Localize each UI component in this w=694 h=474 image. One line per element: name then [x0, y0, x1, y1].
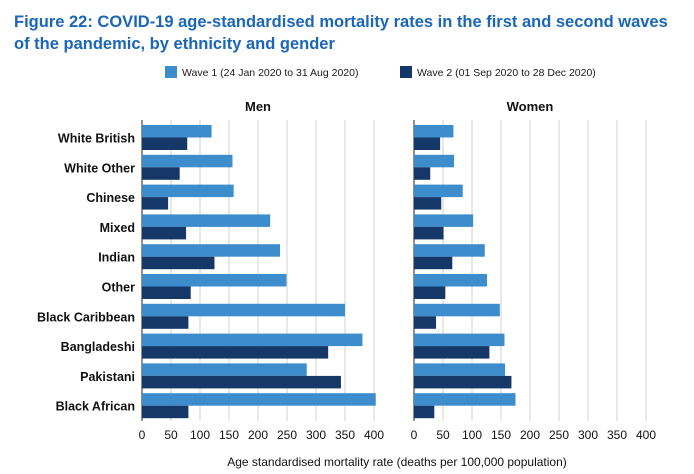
- category-label-white-other: White Other: [64, 161, 135, 175]
- x-tick-label: 350: [335, 428, 355, 442]
- x-tick-label: 0: [411, 428, 418, 442]
- x-tick-label: 300: [306, 428, 326, 442]
- x-tick-label: 400: [364, 428, 384, 442]
- category-label-chinese: Chinese: [86, 191, 135, 205]
- bar-men-wave-1-white-other: [142, 154, 233, 168]
- bar-men-wave-1-black-caribbean: [142, 303, 345, 317]
- bar-men-wave-1-other: [142, 274, 287, 287]
- x-tick-label: 100: [462, 428, 482, 442]
- bar-men-wave-2-other: [142, 286, 191, 299]
- bar-women-wave-1-other: [414, 274, 488, 287]
- bar-men-wave-2-mixed: [142, 226, 187, 240]
- legend: Wave 1 (24 Jan 2020 to 31 Aug 2020) Wave…: [165, 66, 596, 79]
- bar-women-wave-2-pakistani: [414, 375, 512, 389]
- bar-women-wave-1-white-other: [414, 154, 455, 168]
- legend-swatch-wave-1: [165, 66, 177, 78]
- x-tick-label: 250: [277, 428, 297, 442]
- x-tick-label: 350: [607, 428, 627, 442]
- bar-women-wave-1-black-african: [414, 393, 516, 406]
- category-label-black-caribbean: Black Caribbean: [37, 310, 135, 324]
- category-label-pakistani: Pakistani: [80, 370, 135, 384]
- bar-women-wave-2-black-african: [414, 405, 435, 419]
- bar-men-wave-1-chinese: [142, 184, 234, 198]
- bar-women-wave-2-black-caribbean: [414, 316, 437, 329]
- x-tick-label: 150: [491, 428, 511, 442]
- category-label-indian: Indian: [98, 251, 135, 265]
- x-tick-label: 400: [636, 428, 656, 442]
- x-tick-label: 150: [219, 428, 239, 442]
- bar-women-wave-1-black-caribbean: [414, 303, 500, 317]
- bar-men-wave-1-bangladeshi: [142, 333, 363, 347]
- bar-women-wave-2-other: [414, 286, 446, 299]
- panel-women: Women 0 50 100 150 200 250 300 350 400: [411, 99, 657, 442]
- x-tick-label: 200: [248, 428, 268, 442]
- panel-title-women: Women: [507, 99, 554, 114]
- x-tick-label: 250: [549, 428, 569, 442]
- bar-women-wave-1-chinese: [414, 184, 463, 198]
- chart-title-line-1: Figure 22: COVID-19 age-standardised mor…: [14, 13, 668, 31]
- x-axis-title: Age standardised mortality rate (deaths …: [227, 455, 567, 469]
- bar-women-wave-1-mixed: [414, 214, 474, 227]
- bar-men-wave-2-white-other: [142, 167, 180, 180]
- bar-women-wave-1-white-british: [414, 125, 454, 138]
- bar-men-wave-1-mixed: [142, 214, 271, 227]
- bar-men-wave-2-pakistani: [142, 375, 341, 389]
- bar-men-wave-1-pakistani: [142, 363, 307, 376]
- category-label-other: Other: [102, 281, 135, 295]
- bar-men-wave-2-white-british: [142, 137, 188, 150]
- bar-men-wave-1-black-african: [142, 393, 376, 406]
- bar-men-wave-2-black-caribbean: [142, 316, 189, 329]
- bar-women-wave-2-white-other: [414, 167, 431, 180]
- bar-men-wave-2-bangladeshi: [142, 346, 329, 359]
- legend-swatch-wave-2: [400, 66, 412, 78]
- x-tick-label: 200: [520, 428, 540, 442]
- bar-women-wave-1-bangladeshi: [414, 333, 505, 347]
- chart-title-line-2: of the pandemic, by ethnicity and gender: [14, 35, 335, 53]
- bar-women-wave-2-bangladeshi: [414, 346, 490, 359]
- bar-men-wave-1-indian: [142, 244, 281, 257]
- bar-men-wave-1-white-british: [142, 125, 212, 138]
- bar-women-wave-1-indian: [414, 244, 485, 257]
- bar-men-wave-2-chinese: [142, 197, 169, 210]
- chart-panels: White British White Other Chinese Mixed Indi…: [37, 99, 656, 442]
- x-tick-label: 50: [164, 428, 178, 442]
- panel-men: Men 0 50 100 150 200 250 300 350 400: [139, 99, 385, 442]
- bar-women-wave-2-white-british: [414, 137, 441, 150]
- bar-women-wave-2-mixed: [414, 226, 444, 240]
- category-label-bangladeshi: Bangladeshi: [61, 340, 135, 354]
- x-tick-label: 100: [190, 428, 210, 442]
- bar-women-wave-2-chinese: [414, 197, 442, 210]
- x-tick-label: 300: [578, 428, 598, 442]
- legend-label-wave-1: Wave 1 (24 Jan 2020 to 31 Aug 2020): [182, 67, 359, 79]
- category-label-white-british: White British: [58, 132, 135, 146]
- x-tick-label: 0: [139, 428, 146, 442]
- panel-title-men: Men: [245, 99, 271, 114]
- legend-label-wave-2: Wave 2 (01 Sep 2020 to 28 Dec 2020): [417, 67, 596, 79]
- category-label-mixed: Mixed: [100, 221, 135, 235]
- bar-men-wave-2-indian: [142, 256, 215, 270]
- bar-women-wave-1-pakistani: [414, 363, 506, 376]
- category-label-black-african: Black African: [56, 400, 135, 414]
- bar-men-wave-2-black-african: [142, 405, 189, 419]
- bar-women-wave-2-indian: [414, 256, 453, 270]
- x-tick-label: 50: [436, 428, 450, 442]
